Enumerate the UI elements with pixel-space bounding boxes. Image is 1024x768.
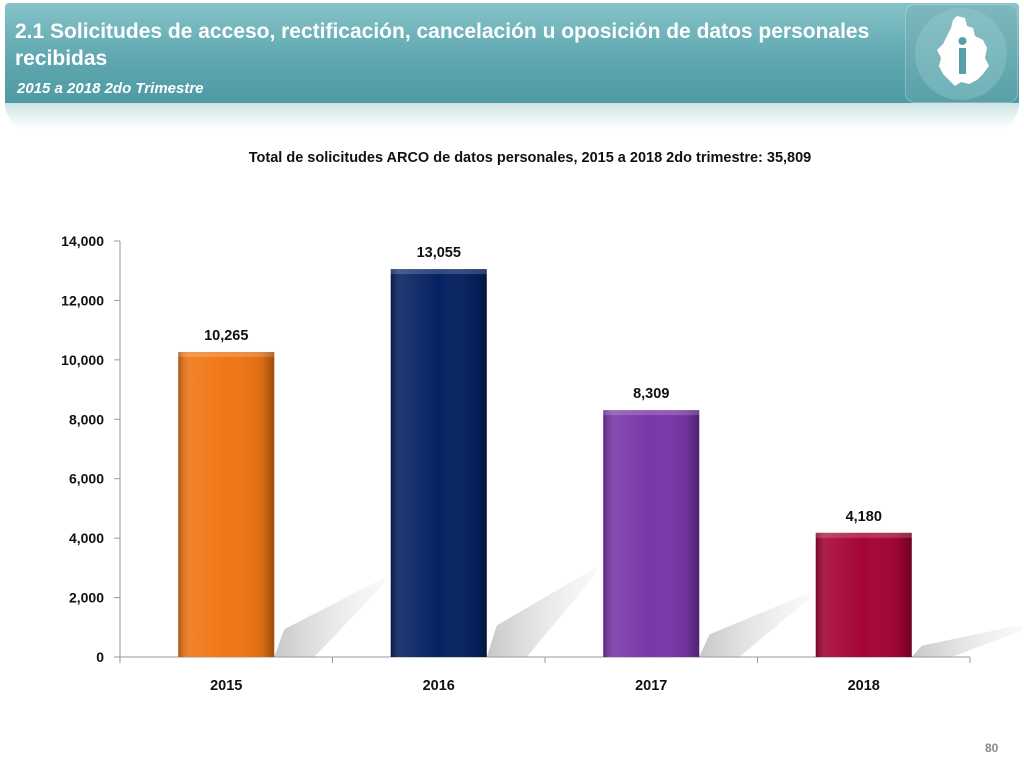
data-label: 8,309 [633,386,669,402]
logo [905,4,1018,103]
bar-shine [178,351,275,657]
bar-top-bevel [603,410,700,416]
bar-shadow [911,624,1022,657]
page-title: 2.1 Solicitudes de acceso, rectificación… [15,20,870,70]
x-tick-label: 2017 [635,678,667,694]
bar-shine [815,532,912,657]
bar-shadow [486,567,597,657]
bar-shine [603,410,700,657]
bar-shadow [699,592,810,657]
header-shadow [5,103,1019,131]
data-label: 4,180 [846,509,882,525]
bar-shine [390,269,487,657]
data-label: 13,055 [417,245,461,261]
page-number: 80 [985,741,999,755]
x-tick-label: 2016 [423,678,455,694]
page-subtitle: 2015 a 2018 2do Trimestre [17,80,204,97]
bar-top-bevel [178,351,275,357]
y-tick-label: 12,000 [61,292,104,308]
x-tick-label: 2018 [848,678,880,694]
bar-top-bevel [815,532,912,538]
bar-shadow [274,577,385,657]
y-tick-label: 2,000 [69,590,104,606]
data-label: 10,265 [204,328,248,344]
y-tick-label: 10,000 [61,352,104,368]
y-tick-label: 14,000 [61,233,104,249]
x-tick-label: 2015 [210,678,242,694]
y-tick-label: 4,000 [69,530,104,546]
header-banner [5,3,1019,103]
y-tick-label: 8,000 [69,411,104,427]
bar-top-bevel [390,269,487,275]
y-tick-label: 0 [96,649,104,665]
cdmx-map-logo-icon [915,8,1007,100]
chart-title: Total de solicitudes ARCO de datos perso… [248,150,812,166]
y-tick-label: 6,000 [69,471,104,487]
